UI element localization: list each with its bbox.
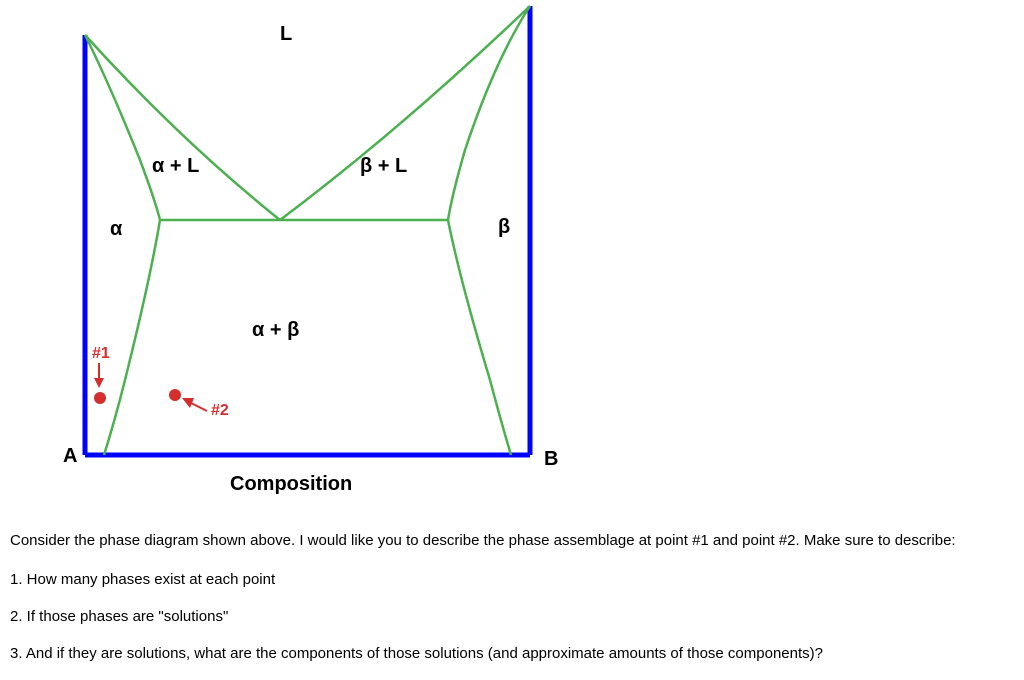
- phase-diagram-svg: L α β α + L β + L α + β A B Composition …: [0, 0, 600, 500]
- label-B: B: [544, 448, 558, 470]
- question-item-2: 2. If those phases are "solutions": [10, 606, 1014, 627]
- point-1-marker: [94, 392, 106, 404]
- question-intro: Consider the phase diagram shown above. …: [10, 530, 1014, 551]
- point-2-marker: [169, 389, 181, 401]
- question-item-1: 1. How many phases exist at each point: [10, 569, 1014, 590]
- phase-diagram: L α β α + L β + L α + β A B Composition …: [0, 0, 1024, 500]
- solidus-left: [85, 35, 160, 220]
- label-alpha-L: α + L: [152, 155, 199, 177]
- label-A: A: [63, 445, 77, 467]
- question-item-3: 3. And if they are solutions, what are t…: [10, 643, 1014, 664]
- label-L: L: [280, 23, 292, 45]
- point-1-arrow-head: [94, 378, 104, 388]
- solidus-right: [448, 6, 530, 220]
- label-composition: Composition: [230, 473, 352, 495]
- label-beta-L: β + L: [360, 155, 407, 177]
- liquidus-left: [85, 35, 280, 220]
- label-alpha-beta: α + β: [252, 319, 299, 341]
- question-block: Consider the phase diagram shown above. …: [10, 530, 1014, 680]
- label-alpha: α: [110, 218, 123, 240]
- point-1-label: #1: [92, 345, 110, 362]
- liquidus-right: [280, 6, 530, 220]
- point-2-label: #2: [211, 402, 229, 419]
- label-beta: β: [498, 216, 510, 238]
- solvus-left: [104, 220, 160, 455]
- solvus-right: [448, 220, 511, 455]
